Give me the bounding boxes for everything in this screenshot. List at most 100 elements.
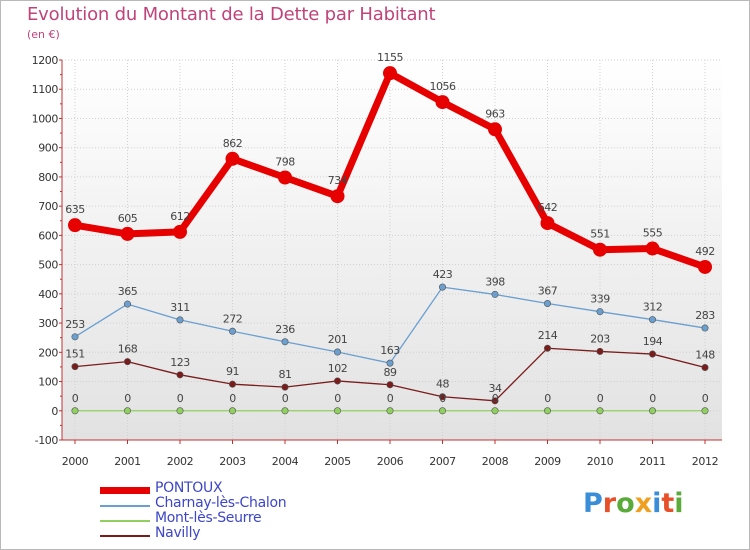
x-tick-label: 2005 xyxy=(324,455,351,468)
x-tick-label: 2002 xyxy=(167,455,193,468)
data-point xyxy=(543,344,551,352)
legend-label: Mont-lès-Seurre xyxy=(155,510,262,526)
data-point xyxy=(281,338,289,346)
data-point xyxy=(491,290,499,298)
data-label: 0 xyxy=(229,392,236,405)
data-label: 492 xyxy=(695,245,715,258)
series-group xyxy=(68,66,712,415)
chart-unit-label: (en €) xyxy=(27,28,60,41)
y-tick-label: 0 xyxy=(51,405,58,418)
data-point xyxy=(438,407,446,415)
y-tick-label: 100 xyxy=(38,376,58,389)
data-label: 0 xyxy=(124,392,131,405)
data-label: 423 xyxy=(433,268,453,281)
data-point xyxy=(330,189,345,204)
legend-swatch xyxy=(100,535,150,537)
data-label: 236 xyxy=(275,323,295,336)
data-point xyxy=(229,407,237,415)
data-point xyxy=(648,350,656,358)
chart-title: Evolution du Montant de la Dette par Hab… xyxy=(27,4,436,25)
data-label: 0 xyxy=(387,392,394,405)
data-point xyxy=(596,347,604,355)
data-point xyxy=(386,381,394,389)
data-label: 612 xyxy=(170,210,190,223)
data-point xyxy=(596,308,604,316)
data-point xyxy=(333,377,341,385)
data-point xyxy=(71,407,79,415)
data-point xyxy=(383,66,397,81)
data-label: 0 xyxy=(334,392,341,405)
axes: -100010020030040050060070080090010001100… xyxy=(32,54,722,468)
data-label: 168 xyxy=(118,343,138,356)
data-label: 0 xyxy=(649,392,656,405)
data-label: 81 xyxy=(279,368,292,381)
data-label: 0 xyxy=(492,392,499,405)
data-point xyxy=(435,95,450,110)
data-point xyxy=(648,316,656,324)
logo-letter: t xyxy=(661,488,675,519)
data-point xyxy=(701,324,709,332)
data-label: 0 xyxy=(544,392,551,405)
data-point xyxy=(120,226,135,241)
data-point xyxy=(176,407,184,415)
data-point xyxy=(491,407,499,415)
x-tick-label: 2012 xyxy=(692,455,718,468)
legend-swatch xyxy=(100,520,150,522)
data-label: 312 xyxy=(643,301,663,314)
data-label: 339 xyxy=(590,293,610,306)
logo-letter: o xyxy=(616,488,635,519)
data-label: 367 xyxy=(538,284,558,297)
data-label: 214 xyxy=(538,329,558,342)
y-tick-label: 800 xyxy=(38,171,58,184)
x-tick-label: 2009 xyxy=(534,455,561,468)
legend-swatch xyxy=(100,487,150,494)
data-point xyxy=(648,407,656,415)
data-label: 398 xyxy=(485,275,505,288)
data-point xyxy=(386,407,394,415)
y-tick-label: 1000 xyxy=(32,112,59,125)
y-tick-label: 600 xyxy=(38,229,58,242)
legend-label: Navilly xyxy=(155,525,201,541)
data-point xyxy=(333,348,341,356)
data-label: 551 xyxy=(590,228,610,241)
data-label: 862 xyxy=(223,137,243,150)
data-point xyxy=(698,259,712,274)
logo-letter: P xyxy=(583,488,603,519)
data-point xyxy=(543,299,551,307)
data-label: 734 xyxy=(328,174,348,187)
data-label: 0 xyxy=(439,392,446,405)
data-label: 555 xyxy=(643,227,663,240)
data-point xyxy=(438,393,446,401)
data-point xyxy=(229,380,237,388)
x-tick-label: 2011 xyxy=(639,455,665,468)
legend-label: Charnay-lès-Chalon xyxy=(155,495,287,511)
data-point xyxy=(281,407,289,415)
data-point xyxy=(124,300,132,308)
data-label: 123 xyxy=(170,356,190,369)
data-point xyxy=(71,363,79,371)
data-point xyxy=(176,371,184,379)
x-tick-label: 2004 xyxy=(272,455,299,468)
y-tick-label: 1200 xyxy=(32,54,59,67)
data-point xyxy=(124,358,132,366)
y-tick-label: 400 xyxy=(38,288,58,301)
y-tick-label: 200 xyxy=(38,346,58,359)
logo-letter: i xyxy=(674,488,684,519)
logo-letter: x xyxy=(634,488,653,519)
data-label: 201 xyxy=(328,333,348,346)
data-point xyxy=(593,242,607,257)
data-label: 151 xyxy=(65,348,85,361)
data-label: 635 xyxy=(65,203,85,216)
data-label: 203 xyxy=(590,332,610,345)
x-tick-label: 2000 xyxy=(62,455,89,468)
x-tick-label: 2006 xyxy=(377,455,404,468)
data-label: 798 xyxy=(275,156,295,169)
data-label: 0 xyxy=(702,392,709,405)
data-point xyxy=(488,122,502,137)
x-tick-label: 2001 xyxy=(114,455,140,468)
data-label: 91 xyxy=(226,365,239,378)
data-point xyxy=(491,397,499,405)
proxiti-logo: Proxiti xyxy=(583,488,684,519)
data-label: 102 xyxy=(328,362,348,375)
